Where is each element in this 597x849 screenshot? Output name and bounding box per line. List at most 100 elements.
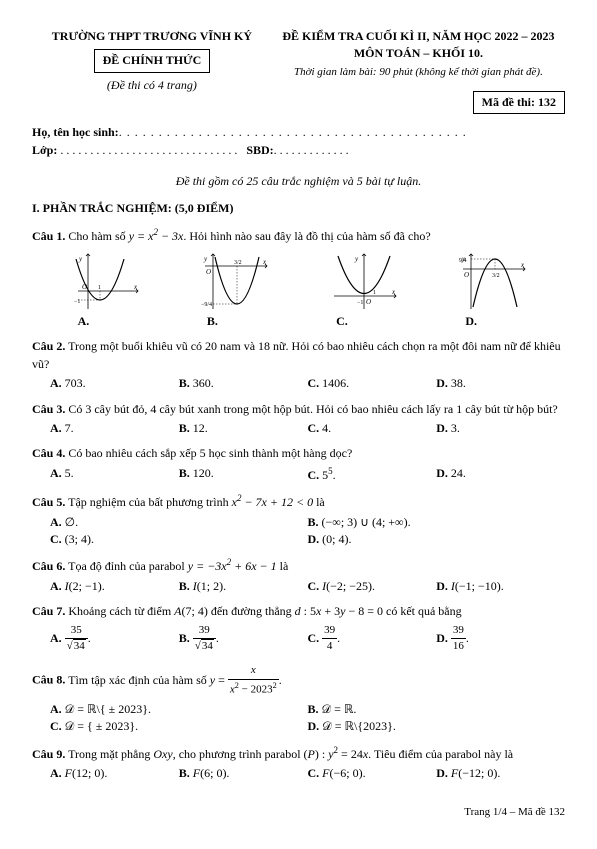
- exam-title-2: MÔN TOÁN – KHỐI 10.: [272, 45, 565, 62]
- question-1: Câu 1. Cho hàm số y = x2 − 3x. Hỏi hình …: [32, 226, 565, 245]
- q1-graph-c: x y O 1 −1 C.: [328, 251, 398, 330]
- q9-options: A. F(12; 0). B. F(6; 0). C. F(−6; 0). D.…: [32, 765, 565, 782]
- name-dots: . . . . . . . . . . . . . . . . . . . . …: [119, 125, 467, 139]
- q9-text: Trong mặt phẳng Oxy, cho phương trình pa…: [68, 747, 513, 761]
- svg-text:y: y: [203, 255, 208, 263]
- svg-text:1: 1: [373, 290, 376, 296]
- q8-opt-a: A. 𝒟 = ℝ\{ ± 2023}.: [50, 701, 308, 718]
- q8-text: Tìm tập xác định của hàm số y = xx2 − 20…: [68, 673, 282, 687]
- q2-opt-c: C. 1406.: [308, 375, 437, 392]
- q1-text: Cho hàm số y = x2 − 3x. Hỏi hình nào sau…: [68, 229, 430, 243]
- duration-note: Thời gian làm bài: 90 phút (không kể thờ…: [272, 65, 565, 81]
- q8-label: Câu 8.: [32, 673, 65, 687]
- q7-opt-c: C. 394.: [308, 623, 437, 656]
- question-4: Câu 4. Có bao nhiêu cách sắp xếp 5 học s…: [32, 445, 565, 462]
- question-3: Câu 3. Có 3 cây bút đỏ, 4 cây bút xanh t…: [32, 401, 565, 418]
- q5-opt-c: C. (3; 4).: [50, 531, 308, 548]
- svg-text:y: y: [354, 255, 359, 263]
- svg-text:−1: −1: [74, 299, 80, 305]
- q7-opt-d: D. 3916.: [436, 623, 565, 656]
- svg-text:3/2: 3/2: [234, 260, 242, 266]
- svg-text:1: 1: [98, 285, 101, 291]
- sbd-label: SBD:: [246, 143, 273, 157]
- q8-options: A. 𝒟 = ℝ\{ ± 2023}. B. 𝒟 = ℝ. C. 𝒟 = { ±…: [32, 701, 565, 736]
- svg-text:O: O: [464, 271, 469, 279]
- q4-options: A. 5. B. 120. C. 55. D. 24.: [32, 465, 565, 484]
- q1-graph-b: x y O 3/2 −9/4 B.: [199, 251, 269, 330]
- q9-opt-c: C. F(−6; 0).: [308, 765, 437, 782]
- q1-label: Câu 1.: [32, 229, 65, 243]
- question-9: Câu 9. Trong mặt phẳng Oxy, cho phương t…: [32, 744, 565, 763]
- q6-text: Tọa độ đỉnh của parabol y = −3x2 + 6x − …: [68, 559, 288, 573]
- q1-graph-a: x y O −1 1 A.: [70, 251, 140, 330]
- q4-opt-d: D. 24.: [436, 465, 565, 484]
- q1-opt-a: A.: [78, 314, 90, 328]
- q7-opt-b: B. 39√34.: [179, 623, 308, 656]
- q9-opt-b: B. F(6; 0).: [179, 765, 308, 782]
- q2-text: Trong một buổi khiêu vũ có 20 nam và 18 …: [32, 339, 561, 370]
- svg-text:y: y: [78, 255, 83, 263]
- q2-label: Câu 2.: [32, 339, 65, 353]
- q8-opt-d: D. 𝒟 = ℝ\{2023}.: [308, 718, 566, 735]
- q7-opt-a: A. 35√34.: [50, 623, 179, 656]
- q3-opt-a: A. 7.: [50, 420, 179, 437]
- name-label: Họ, tên học sinh:: [32, 125, 119, 139]
- question-6: Câu 6. Tọa độ đỉnh của parabol y = −3x2 …: [32, 556, 565, 575]
- graph-b-svg: x y O 3/2 −9/4: [199, 251, 269, 311]
- q4-label: Câu 4.: [32, 446, 65, 460]
- document-header: TRƯỜNG THPT TRƯƠNG VĨNH KÝ ĐỀ CHÍNH THỨC…: [32, 28, 565, 114]
- section-1-title: I. PHẦN TRẮC NGHIỆM: (5,0 ĐIỂM): [32, 200, 565, 217]
- q7-label: Câu 7.: [32, 604, 65, 618]
- q3-label: Câu 3.: [32, 402, 65, 416]
- exam-description: Đề thi gồm có 25 câu trắc nghiệm và 5 bà…: [32, 173, 565, 190]
- q7-options: A. 35√34. B. 39√34. C. 394. D. 3916.: [32, 623, 565, 656]
- q1-opt-d: D.: [465, 314, 477, 328]
- q7-text: Khoảng cách từ điểm A(7; 4) đến đường th…: [68, 604, 461, 618]
- svg-text:3/2: 3/2: [492, 273, 500, 279]
- svg-text:−9/4: −9/4: [201, 302, 212, 308]
- sbd-dots: . . . . . . . . . . . . .: [274, 143, 349, 157]
- exam-code-box: Mã đề thi: 132: [473, 91, 565, 114]
- graph-a-svg: x y O −1 1: [70, 251, 140, 311]
- q6-opt-a: A. I(2; −1).: [50, 578, 179, 595]
- svg-text:−1: −1: [357, 300, 363, 306]
- q4-opt-a: A. 5.: [50, 465, 179, 484]
- q2-opt-b: B. 360.: [179, 375, 308, 392]
- q4-opt-c: C. 55.: [308, 465, 437, 484]
- q2-opt-a: A. 703.: [50, 375, 179, 392]
- student-class-line: Lớp: . . . . . . . . . . . . . . . . . .…: [32, 142, 565, 159]
- q3-opt-b: B. 12.: [179, 420, 308, 437]
- q3-opt-c: C. 4.: [308, 420, 437, 437]
- question-2: Câu 2. Trong một buổi khiêu vũ có 20 nam…: [32, 338, 565, 373]
- q4-text: Có bao nhiêu cách sắp xếp 5 học sinh thà…: [68, 446, 352, 460]
- q1-graph-d: x y O 9/4 3/2 D.: [457, 251, 527, 330]
- q3-opt-d: D. 3.: [436, 420, 565, 437]
- question-8: Câu 8. Tìm tập xác định của hàm số y = x…: [32, 663, 565, 699]
- q8-opt-c: C. 𝒟 = { ± 2023}.: [50, 718, 308, 735]
- svg-text:O: O: [366, 298, 371, 306]
- svg-text:9/4: 9/4: [459, 258, 467, 264]
- q5-opt-d: D. (0; 4).: [308, 531, 566, 548]
- header-left-block: TRƯỜNG THPT TRƯƠNG VĨNH KÝ ĐỀ CHÍNH THỨC…: [32, 28, 272, 114]
- svg-text:O: O: [206, 268, 211, 276]
- student-name-line: Họ, tên học sinh:. . . . . . . . . . . .…: [32, 124, 565, 141]
- q1-opt-b: B.: [207, 314, 218, 328]
- page-footer: Trang 1/4 – Mã đề 132: [32, 805, 565, 821]
- q9-label: Câu 9.: [32, 747, 65, 761]
- q6-label: Câu 6.: [32, 559, 65, 573]
- q5-opt-a: A. ∅.: [50, 514, 308, 531]
- q5-opt-b: B. (−∞; 3) ∪ (4; +∞).: [308, 514, 566, 531]
- official-box: ĐỀ CHÍNH THỨC: [94, 49, 211, 72]
- q2-options: A. 703. B. 360. C. 1406. D. 38.: [32, 375, 565, 392]
- q3-options: A. 7. B. 12. C. 4. D. 3.: [32, 420, 565, 437]
- school-name: TRƯỜNG THPT TRƯƠNG VĨNH KÝ: [32, 28, 272, 45]
- graph-d-svg: x y O 9/4 3/2: [457, 251, 527, 311]
- q2-opt-d: D. 38.: [436, 375, 565, 392]
- q9-opt-a: A. F(12; 0).: [50, 765, 179, 782]
- class-label: Lớp:: [32, 143, 57, 157]
- q5-text: Tập nghiệm của bất phương trình x2 − 7x …: [68, 495, 325, 509]
- page-count-note: (Đề thi có 4 trang): [32, 77, 272, 94]
- q3-text: Có 3 cây bút đỏ, 4 cây bút xanh trong mộ…: [68, 402, 557, 416]
- q4-opt-b: B. 120.: [179, 465, 308, 484]
- q5-options: A. ∅. B. (−∞; 3) ∪ (4; +∞). C. (3; 4). D…: [32, 514, 565, 549]
